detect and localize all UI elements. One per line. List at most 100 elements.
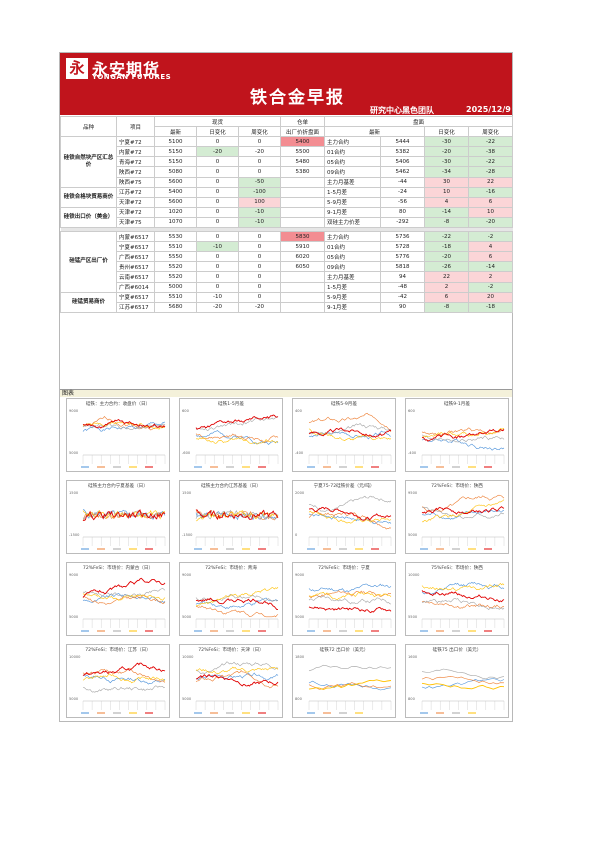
- table-row: 广西#6517 5550 0 0 6020 05合约 5776 -20 6: [61, 251, 514, 263]
- category-cell: 硅铁自然块产区汇总价: [60, 136, 117, 188]
- series-line: [308, 422, 392, 435]
- header-futures-day: 日变化: [424, 126, 470, 138]
- item-cell: 江苏#6517: [116, 301, 155, 313]
- spot-latest-cell: 5680: [154, 301, 197, 313]
- chart-y-max-label: 9000: [182, 573, 192, 577]
- category-cell: 硅锰贸易商价: [60, 291, 117, 313]
- series-line: [195, 509, 279, 520]
- chart-title: 硅铁主力合约江苏基差（日）: [201, 484, 261, 489]
- spot-day-cell: -10: [196, 241, 239, 253]
- chart-y-min-label: 5000: [295, 615, 305, 619]
- spot-latest-cell: 5550: [154, 251, 197, 263]
- spot-week-cell: -20: [237, 301, 282, 313]
- spot-latest-cell: 5080: [154, 166, 197, 178]
- table-row: 江苏#6517 5680 -20 -20 9-1月差 90 -8 -18: [61, 301, 514, 313]
- spot-latest-cell: 5150: [154, 156, 197, 168]
- spot-week-cell: 0: [237, 136, 282, 148]
- chart-title: 硅铁5-9月差: [331, 402, 357, 407]
- spot-latest-cell: 5600: [154, 176, 197, 188]
- futures-day-cell: -14: [424, 206, 470, 218]
- futures-week-cell: -22: [468, 136, 514, 148]
- spot-day-cell: 0: [196, 156, 239, 168]
- series-line: [421, 506, 505, 515]
- series-line: [308, 606, 392, 614]
- chart-plot: [420, 427, 505, 468]
- futures-week-cell: -14: [468, 261, 514, 273]
- spot-day-cell: 0: [196, 176, 239, 188]
- header-warrant-sub: 出厂价折盘面: [280, 126, 326, 138]
- futures-week-cell: -22: [468, 156, 514, 168]
- charts-grid: 硅铁：主力合约：收盘价（日） 9000 5000 硅铁1-5月差 600 -600 硅铁5-…: [60, 398, 512, 721]
- chart-plot: [307, 583, 392, 632]
- chart-y-min-label: -400: [408, 451, 417, 455]
- series-line: [421, 590, 505, 603]
- spot-week-cell: 0: [237, 251, 282, 263]
- table-row: 宁夏#6517 5510 -10 0 5910 01合约 5728 -18 4: [61, 241, 514, 253]
- category-cell: 硅铁合格块贸易商价: [60, 186, 117, 208]
- spot-latest-cell: 5510: [154, 241, 197, 253]
- futures-latest-cell: 5462: [380, 166, 426, 178]
- chart-y-min-label: 5000: [69, 451, 79, 455]
- header-spot-latest: 最新: [154, 126, 197, 138]
- chart-y-max-label: 600: [408, 409, 415, 413]
- series-line: [422, 499, 505, 523]
- futures-week-cell: 2: [468, 271, 514, 283]
- futures-name-cell: 9-1月差: [324, 301, 382, 313]
- futures-name-cell: 1-5月差: [324, 186, 382, 198]
- report-date: 2025/12/9: [466, 105, 511, 114]
- spot-day-cell: 0: [196, 166, 239, 178]
- spot-week-cell: -100: [237, 186, 282, 198]
- chart-title: 72%FeSi：市场价：宁夏: [318, 566, 370, 571]
- series-line: [308, 427, 392, 438]
- series-line: [421, 582, 505, 591]
- header-futures-week: 周变化: [468, 126, 514, 138]
- chart-panel: 硅铁72 出口价（美元） 1800 800: [292, 644, 396, 718]
- item-cell: 内蒙#6517: [116, 231, 155, 243]
- spot-day-cell: 0: [196, 281, 239, 293]
- series-line: [195, 670, 279, 689]
- futures-day-cell: -8: [424, 216, 470, 229]
- futures-name-cell: 9-1月差: [324, 206, 382, 218]
- report-banner: 永 永安期货 YONGAN FUTURES 铁合金早报 研究中心黑色团队 202…: [60, 53, 512, 115]
- chart-panel: 75%FeSi：市场价：陕西 10000 5500: [405, 562, 509, 636]
- series-line: [421, 427, 505, 437]
- chart-panel: 72%FeSi：市场价：宁夏 9000 5000: [292, 562, 396, 636]
- futures-day-cell: -34: [424, 166, 470, 178]
- warrant-cell: [280, 281, 326, 293]
- futures-latest-cell: 5818: [380, 261, 426, 273]
- chart-plot: [194, 414, 279, 468]
- series-line: [421, 506, 505, 519]
- series-line: [195, 437, 279, 445]
- table-row: 硅铁出口价（美金） 天津#72 1020 0 -10 9-1月差 80 -14 10: [60, 206, 514, 229]
- category-cell: 硅铁出口价（美金）: [60, 206, 117, 229]
- spot-day-cell: 0: [196, 251, 239, 263]
- warrant-cell: [280, 176, 326, 188]
- table-separator: [60, 227, 513, 232]
- spot-latest-cell: 5150: [154, 146, 197, 158]
- spot-day-cell: 0: [196, 206, 239, 218]
- series-line: [82, 422, 166, 431]
- chart-panel: 宁夏75-72硅铁价差（元/吨） 2000 0: [292, 480, 396, 554]
- chart-y-max-label: 9000: [69, 409, 79, 413]
- table-header-row: 品种 项目 现货 仓单 盘面: [60, 115, 514, 138]
- warrant-cell: 6050: [280, 261, 326, 273]
- series-line: [308, 664, 392, 672]
- series-line: [195, 510, 279, 521]
- futures-name-cell: 1-5月差: [324, 281, 382, 293]
- chart-plot: [307, 412, 392, 468]
- spot-week-cell: 0: [237, 261, 282, 273]
- futures-latest-cell: 5728: [380, 241, 426, 253]
- spot-latest-cell: 1020: [154, 206, 197, 218]
- series-line: [195, 661, 279, 675]
- series-line: [308, 583, 392, 593]
- table-row: 陕西#75 5600 0 -50 主力月基差 -44 30 22: [61, 176, 514, 188]
- series-line: [421, 598, 505, 611]
- item-cell: 宁夏#6517: [116, 291, 155, 303]
- chart-y-min-label: 5000: [69, 697, 79, 701]
- price-table: 品种 项目 现货 仓单 盘面 最新 日变化 周变化 出厂价折盘面 最新 日变化 …: [60, 115, 514, 313]
- chart-plot: [194, 509, 279, 550]
- futures-week-cell: -38: [468, 146, 514, 158]
- futures-latest-cell: 5776: [380, 251, 426, 263]
- futures-week-cell: -28: [468, 166, 514, 178]
- chart-plot: [81, 577, 166, 632]
